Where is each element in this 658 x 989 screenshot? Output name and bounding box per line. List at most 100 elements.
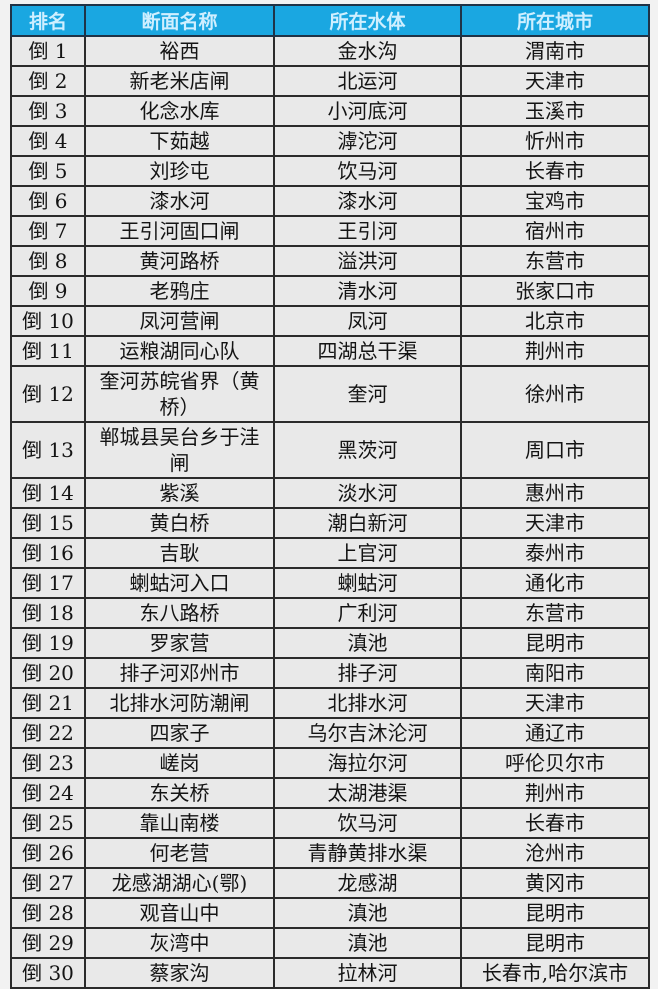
cell-water: 漆水河 (273, 185, 462, 217)
table-row: 倒 21 北排水河防潮闸 北排水河 天津市 (10, 687, 650, 719)
cell-city: 沧州市 (460, 837, 650, 869)
table-body: 倒 1 裕西 金水沟 渭南市 倒 2 新老米店闸 北运河 天津市 倒 3 化念水… (10, 35, 650, 989)
cell-name: 老鸦庄 (84, 275, 275, 307)
table-row: 倒 12 奎河苏皖省界（黄桥） 奎河 徐州市 (10, 365, 650, 423)
cell-name: 刘珍屯 (84, 155, 275, 187)
cell-water: 蝲蛄河 (273, 567, 462, 599)
cell-rank: 倒 20 (10, 657, 86, 689)
cell-city: 北京市 (460, 305, 650, 337)
cell-rank: 倒 28 (10, 897, 86, 929)
table-row: 倒 25 靠山南楼 饮马河 长春市 (10, 807, 650, 839)
cell-city: 通辽市 (460, 717, 650, 749)
table-row: 倒 2 新老米店闸 北运河 天津市 (10, 65, 650, 97)
cell-rank: 倒 12 (10, 365, 86, 423)
cell-water: 饮马河 (273, 155, 462, 187)
cell-name: 裕西 (84, 35, 275, 67)
ranking-table-container: 排名 断面名称 所在水体 所在城市 倒 1 裕西 金水沟 渭南市 倒 2 新老米… (10, 4, 650, 989)
cell-water: 四湖总干渠 (273, 335, 462, 367)
cell-city: 宝鸡市 (460, 185, 650, 217)
cell-water: 滇池 (273, 627, 462, 659)
cell-water: 北运河 (273, 65, 462, 97)
table-row: 倒 4 下茹越 滹沱河 忻州市 (10, 125, 650, 157)
column-header-water: 所在水体 (273, 4, 462, 37)
cell-city: 荆州市 (460, 777, 650, 809)
table-row: 倒 13 郸城县吴台乡于洼闸 黑茨河 周口市 (10, 421, 650, 479)
table-row: 倒 27 龙感湖湖心(鄂) 龙感湖 黄冈市 (10, 867, 650, 899)
table-row: 倒 28 观音山中 滇池 昆明市 (10, 897, 650, 929)
cell-rank: 倒 1 (10, 35, 86, 67)
cell-city: 东营市 (460, 245, 650, 277)
cell-city: 忻州市 (460, 125, 650, 157)
cell-name: 北排水河防潮闸 (84, 687, 275, 719)
cell-rank: 倒 6 (10, 185, 86, 217)
cell-city: 长春市,哈尔滨市 (460, 957, 650, 989)
cell-water: 上官河 (273, 537, 462, 569)
column-header-rank: 排名 (10, 4, 86, 37)
cell-rank: 倒 9 (10, 275, 86, 307)
cell-rank: 倒 23 (10, 747, 86, 779)
cell-rank: 倒 25 (10, 807, 86, 839)
cell-rank: 倒 15 (10, 507, 86, 539)
cell-name: 何老营 (84, 837, 275, 869)
ranking-table: 排名 断面名称 所在水体 所在城市 倒 1 裕西 金水沟 渭南市 倒 2 新老米… (10, 4, 650, 989)
table-row: 倒 7 王引河固口闸 王引河 宿州市 (10, 215, 650, 247)
table-row: 倒 20 排子河邓州市 排子河 南阳市 (10, 657, 650, 689)
cell-water: 凤河 (273, 305, 462, 337)
table-row: 倒 5 刘珍屯 饮马河 长春市 (10, 155, 650, 187)
table-row: 倒 10 凤河营闸 凤河 北京市 (10, 305, 650, 337)
cell-name: 吉耿 (84, 537, 275, 569)
table-row: 倒 15 黄白桥 潮白新河 天津市 (10, 507, 650, 539)
cell-city: 荆州市 (460, 335, 650, 367)
table-row: 倒 24 东关桥 太湖港渠 荆州市 (10, 777, 650, 809)
table-row: 倒 30 蔡家沟 拉林河 长春市,哈尔滨市 (10, 957, 650, 989)
cell-city: 昆明市 (460, 627, 650, 659)
cell-city: 宿州市 (460, 215, 650, 247)
cell-rank: 倒 18 (10, 597, 86, 629)
cell-city: 通化市 (460, 567, 650, 599)
table-row: 倒 14 紫溪 淡水河 惠州市 (10, 477, 650, 509)
cell-water: 溢洪河 (273, 245, 462, 277)
cell-water: 淡水河 (273, 477, 462, 509)
cell-water: 金水沟 (273, 35, 462, 67)
cell-name: 黄河路桥 (84, 245, 275, 277)
cell-city: 天津市 (460, 687, 650, 719)
cell-city: 周口市 (460, 421, 650, 479)
cell-rank: 倒 30 (10, 957, 86, 989)
cell-name: 王引河固口闸 (84, 215, 275, 247)
cell-name: 嵯岗 (84, 747, 275, 779)
cell-name: 郸城县吴台乡于洼闸 (84, 421, 275, 479)
cell-name: 化念水库 (84, 95, 275, 127)
table-row: 倒 16 吉耿 上官河 泰州市 (10, 537, 650, 569)
cell-water: 王引河 (273, 215, 462, 247)
cell-rank: 倒 5 (10, 155, 86, 187)
cell-water: 清水河 (273, 275, 462, 307)
cell-water: 太湖港渠 (273, 777, 462, 809)
column-header-name: 断面名称 (84, 4, 275, 37)
cell-city: 惠州市 (460, 477, 650, 509)
cell-rank: 倒 11 (10, 335, 86, 367)
cell-name: 靠山南楼 (84, 807, 275, 839)
table-header: 排名 断面名称 所在水体 所在城市 (10, 4, 650, 37)
cell-name: 凤河营闸 (84, 305, 275, 337)
cell-city: 天津市 (460, 65, 650, 97)
cell-water: 滹沱河 (273, 125, 462, 157)
cell-name: 蔡家沟 (84, 957, 275, 989)
cell-city: 呼伦贝尔市 (460, 747, 650, 779)
cell-name: 运粮湖同心队 (84, 335, 275, 367)
cell-water: 滇池 (273, 897, 462, 929)
cell-city: 长春市 (460, 155, 650, 187)
cell-name: 紫溪 (84, 477, 275, 509)
cell-name: 排子河邓州市 (84, 657, 275, 689)
cell-water: 龙感湖 (273, 867, 462, 899)
cell-water: 北排水河 (273, 687, 462, 719)
table-row: 倒 3 化念水库 小河底河 玉溪市 (10, 95, 650, 127)
cell-city: 徐州市 (460, 365, 650, 423)
table-row: 倒 18 东八路桥 广利河 东营市 (10, 597, 650, 629)
table-row: 倒 8 黄河路桥 溢洪河 东营市 (10, 245, 650, 277)
cell-water: 广利河 (273, 597, 462, 629)
column-header-city: 所在城市 (460, 4, 650, 37)
cell-name: 黄白桥 (84, 507, 275, 539)
cell-name: 东八路桥 (84, 597, 275, 629)
cell-water: 乌尔吉沐沦河 (273, 717, 462, 749)
cell-water: 潮白新河 (273, 507, 462, 539)
